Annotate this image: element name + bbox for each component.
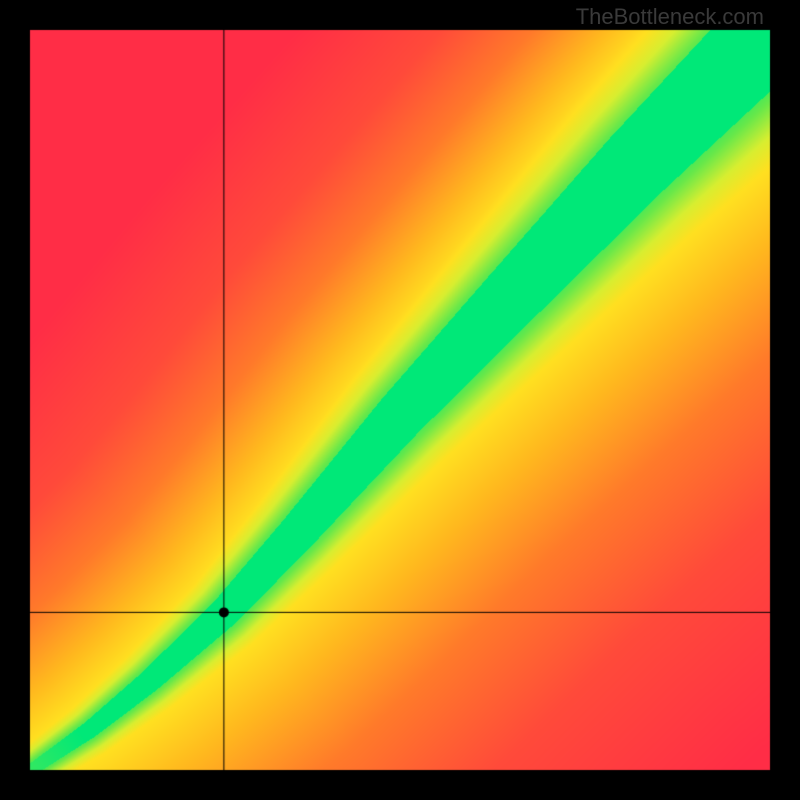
chart-container: TheBottleneck.com <box>0 0 800 800</box>
watermark-label: TheBottleneck.com <box>576 4 764 30</box>
bottleneck-heatmap <box>0 0 800 800</box>
